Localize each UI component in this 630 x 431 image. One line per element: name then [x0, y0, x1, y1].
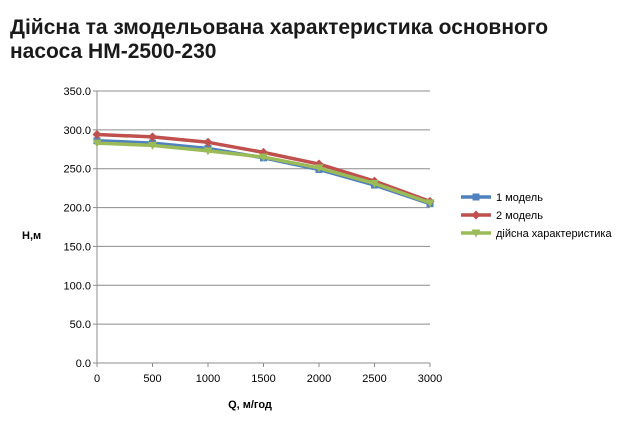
- legend-item: дійсна характеристика: [461, 228, 612, 240]
- legend-marker: [472, 193, 480, 201]
- x-tick-label: 2000: [307, 373, 331, 385]
- data-point: [203, 137, 213, 147]
- x-tick-label: 500: [143, 373, 161, 385]
- series-layer: [92, 130, 435, 208]
- legend-label: 1 модель: [496, 192, 543, 204]
- x-tick-label: 0: [94, 373, 100, 385]
- x-tick-label: 3000: [418, 373, 442, 385]
- data-point: [259, 153, 268, 162]
- y-tick-label: 0.0: [76, 358, 91, 370]
- grid-layer: [97, 90, 430, 364]
- series-1: [93, 137, 434, 208]
- data-point: [148, 141, 157, 150]
- y-tick-label: 300.0: [63, 125, 91, 137]
- y-tick-label: 100.0: [63, 280, 91, 292]
- x-tick-label: 1000: [196, 373, 220, 385]
- data-point: [92, 139, 102, 148]
- data-point: [203, 147, 213, 156]
- legend-label: 2 модель: [496, 210, 543, 222]
- series-3: [92, 139, 435, 208]
- data-point: [425, 199, 435, 208]
- data-point: [370, 179, 379, 188]
- y-axis-title: Н,м: [22, 230, 41, 242]
- axis-layer: 0.0 50.0 100.0 150.0 200.0 250.0 300.0 350.0 0 50…: [63, 86, 442, 385]
- x-tick-label: 2500: [362, 373, 386, 385]
- legend-marker: [471, 229, 481, 238]
- data-point: [314, 164, 324, 173]
- x-axis-title: Q, м/год: [228, 399, 272, 411]
- y-tick-label: 250.0: [63, 164, 91, 176]
- legend-item: 1 модель: [461, 192, 543, 204]
- y-tick-label: 50.0: [70, 319, 91, 331]
- legend-marker: [471, 210, 481, 220]
- y-tick-label: 200.0: [63, 203, 91, 215]
- y-tick-label: 150.0: [63, 241, 91, 253]
- y-tick-label: 350.0: [63, 86, 91, 98]
- x-tick-label: 1500: [251, 373, 275, 385]
- data-point: [148, 132, 157, 142]
- legend: 1 модель 2 модель дійсна характеристика: [461, 192, 612, 240]
- legend-item: 2 модель: [461, 210, 543, 222]
- chart-title: Дійсна та змодельована характеристика ос…: [10, 16, 549, 63]
- legend-label: дійсна характеристика: [496, 228, 612, 240]
- data-point: [92, 130, 102, 140]
